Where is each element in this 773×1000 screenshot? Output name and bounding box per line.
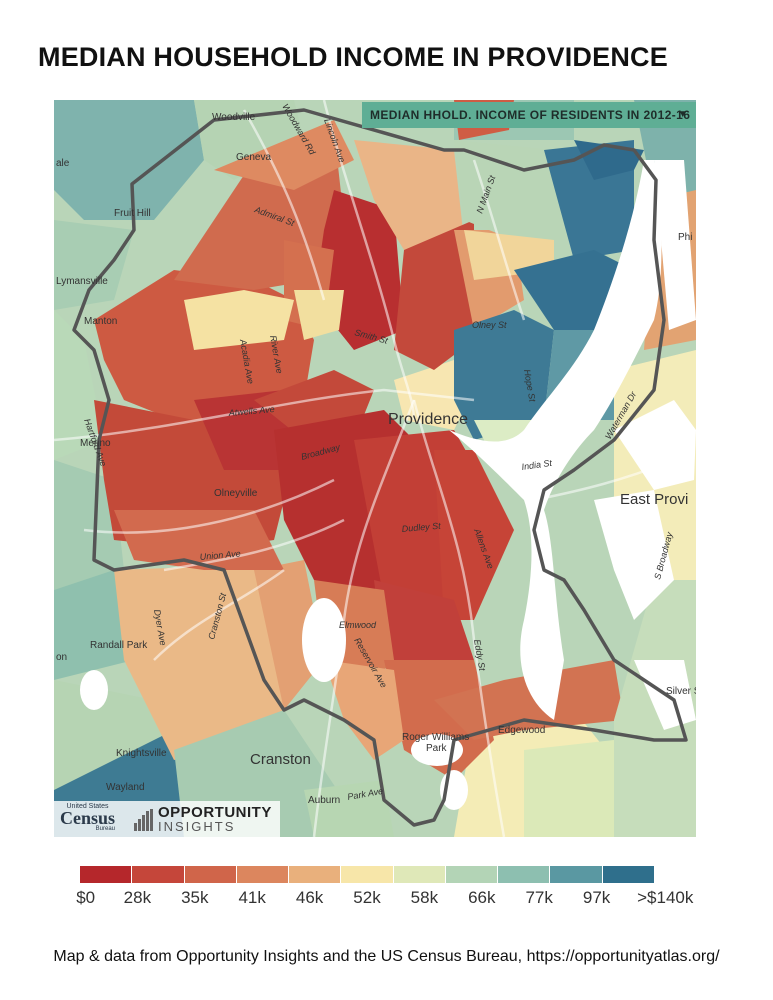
- legend-swatch: [132, 866, 185, 883]
- label-merino: Merino: [80, 438, 111, 449]
- opportunity-insights-logo: OPPORTUNITY INSIGHTS: [158, 805, 272, 834]
- census-logo-bottom: Bureau: [95, 826, 116, 832]
- label-lymansville: Lymansville: [56, 276, 108, 287]
- label-manton: Manton: [84, 316, 117, 327]
- legend-swatch: [236, 866, 290, 883]
- source-footer: Map & data from Opportunity Insights and…: [53, 948, 720, 965]
- legend-label: 28k: [123, 888, 152, 907]
- legend-label: 66k: [468, 888, 496, 907]
- opportunity-bars-icon: [134, 809, 153, 831]
- income-legend: $0 28k 35k 41k 46k 52k 58k 66k 77k 97k >$140k: [76, 866, 693, 916]
- legend-labels: $0 28k 35k 41k 46k 52k 58k 66k 77k 97k >$140k: [76, 888, 693, 912]
- label-phi: Phi: [678, 232, 692, 243]
- legend-swatch: [289, 866, 342, 883]
- layer-dropdown[interactable]: MEDIAN HHOLD. INCOME OF RESIDENTS IN 201…: [362, 102, 696, 128]
- legend-swatch: [498, 866, 551, 883]
- legend-label: 77k: [525, 888, 553, 907]
- label-fruit-hill: Fruit Hill: [114, 208, 151, 219]
- legend-swatch: [602, 866, 654, 883]
- legend-label: 35k: [181, 888, 209, 907]
- label-silver: Silver S: [666, 686, 696, 697]
- label-india: India St: [521, 458, 553, 472]
- legend-swatch: [80, 866, 133, 883]
- label-randall-park: Randall Park: [90, 640, 148, 651]
- label-auburn: Auburn: [308, 795, 340, 806]
- census-logo: United States Census Bureau: [60, 803, 115, 832]
- label-olney: Olney St: [472, 320, 507, 330]
- label-rwp: Roger Williams: [402, 732, 469, 743]
- legend-label: 46k: [295, 888, 324, 907]
- income-map[interactable]: Woodville Geneva Fruit Hill Lymansville …: [54, 100, 696, 837]
- label-geneva: Geneva: [236, 152, 271, 163]
- legend-label: 52k: [353, 888, 381, 907]
- census-logo-main: Census: [60, 808, 116, 828]
- legend-swatch: [393, 866, 446, 883]
- label-union: Union Ave: [199, 548, 241, 562]
- page-title: MEDIAN HOUSEHOLD INCOME IN PROVIDENCE: [38, 42, 668, 72]
- layer-dropdown-label: MEDIAN HHOLD. INCOME OF RESIDENTS IN 201…: [370, 108, 691, 122]
- legend-label: 41k: [238, 888, 266, 907]
- legend-swatch: [445, 866, 499, 883]
- legend-label: $0: [76, 888, 96, 907]
- map-svg[interactable]: Woodville Geneva Fruit Hill Lymansville …: [54, 100, 696, 837]
- label-ale: ale: [56, 158, 70, 169]
- label-providence: Providence: [388, 411, 468, 428]
- legend-label: 58k: [410, 888, 439, 907]
- legend-label: 97k: [582, 888, 611, 907]
- legend-swatch: [184, 866, 237, 883]
- census-logo-top: United States: [66, 803, 109, 810]
- label-cranston: Cranston: [250, 751, 311, 768]
- label-edgewood: Edgewood: [498, 725, 545, 736]
- label-on: on: [56, 652, 67, 663]
- label-woodville: Woodville: [212, 112, 256, 123]
- logo-bar: United States Census Bureau OPPORTUNITY …: [54, 801, 280, 837]
- label-elmwood: Elmwood: [339, 620, 377, 630]
- label-atwells: Atwells Ave: [227, 404, 275, 418]
- label-knightsville: Knightsville: [116, 748, 167, 759]
- legend-swatch: [550, 866, 603, 883]
- label-dudley: Dudley St: [401, 521, 441, 534]
- label-rwp-park: Park: [426, 743, 448, 754]
- label-wayland: Wayland: [106, 782, 145, 793]
- legend-label: >$140k: [637, 888, 694, 907]
- label-olneyville: Olneyville: [214, 488, 258, 499]
- caret-down-icon: ▼: [677, 109, 688, 120]
- oi-logo-line2: INSIGHTS: [158, 819, 236, 834]
- oi-logo-line1: OPPORTUNITY: [158, 804, 272, 821]
- label-east-providence: East Provi: [620, 491, 688, 508]
- legend-color-bar: [80, 866, 654, 883]
- legend-swatch: [341, 866, 394, 883]
